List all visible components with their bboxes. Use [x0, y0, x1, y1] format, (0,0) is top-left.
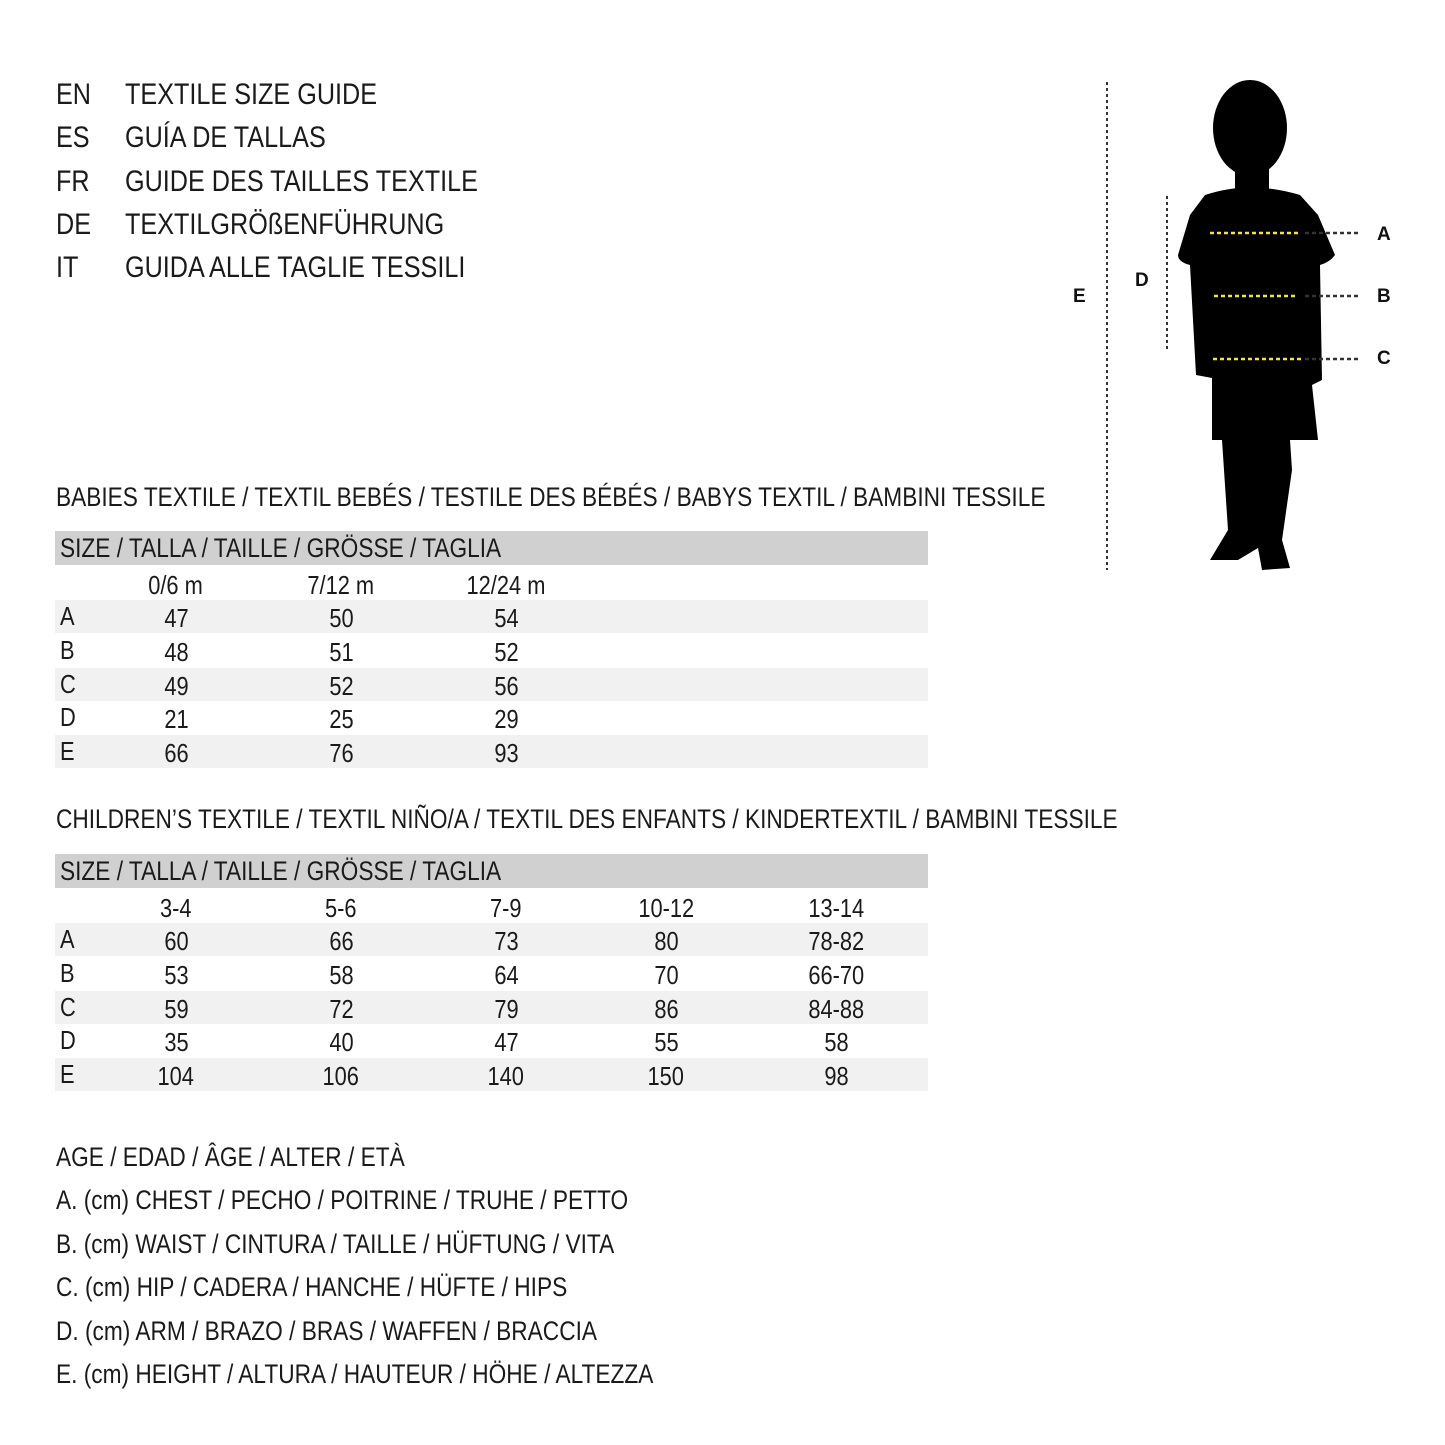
- table-cell: 29: [493, 704, 519, 735]
- legend-item: A. (cm) CHEST / PECHO / POITRINE / TRUHE…: [56, 1185, 629, 1216]
- column-header-row: 0/6 m 7/12 m 12/24 m: [55, 567, 928, 600]
- table-cell: 21: [163, 704, 189, 735]
- language-code: IT: [56, 251, 79, 285]
- table-cell: 140: [487, 1061, 525, 1092]
- table-row: E 66 76 93: [55, 735, 928, 769]
- table-cell: 64: [493, 959, 519, 990]
- row-label: E: [60, 736, 75, 767]
- column-header: 12/24 m: [466, 570, 546, 600]
- language-code: DE: [56, 207, 92, 241]
- column-header: 10-12: [638, 893, 694, 923]
- language-code: ES: [56, 121, 90, 155]
- table-cell: 56: [493, 670, 519, 701]
- table-cell: 51: [328, 636, 354, 667]
- table-cell: 54: [493, 603, 519, 633]
- table-cell: 48: [163, 636, 189, 667]
- table-cell: 25: [328, 704, 354, 735]
- child-measurement-figure: A B C D E: [1073, 80, 1391, 570]
- column-header: 7/12 m: [307, 570, 375, 600]
- row-label: B: [60, 957, 75, 988]
- table-cell: 40: [328, 1027, 354, 1058]
- guide-title: GUIDE DES TAILLES TEXTILE: [125, 164, 478, 198]
- legend-item: B. (cm) WAIST / CINTURA / TAILLE / HÜFTU…: [56, 1228, 615, 1259]
- table-cell: 55: [653, 1027, 679, 1058]
- row-label: C: [60, 991, 76, 1022]
- table-row: D 21 25 29: [55, 701, 928, 734]
- table-row: D 35 40 47 55 58: [55, 1024, 928, 1057]
- label-a: A: [1377, 224, 1391, 245]
- table-row: B 53 58 64 70 66-70: [55, 957, 928, 990]
- table-cell: 104: [157, 1061, 195, 1092]
- table-cell: 59: [163, 993, 189, 1024]
- children-title: CHILDREN’S TEXTILE / TEXTIL NIÑO/A / TEX…: [56, 804, 1118, 834]
- table-cell: 78-82: [808, 926, 864, 956]
- table-cell: 93: [493, 738, 519, 769]
- row-label: A: [60, 924, 75, 954]
- table-row: E 104 106 140 150 98: [55, 1058, 928, 1092]
- table-cell: 50: [328, 603, 354, 633]
- table-cell: 53: [163, 959, 189, 990]
- child-silhouette: [1178, 80, 1335, 570]
- column-header-row: 3-4 5-6 7-9 10-12 13-14: [55, 890, 928, 923]
- table-cell: 70: [653, 959, 679, 990]
- row-label: A: [60, 601, 75, 631]
- table-cell: 66: [328, 926, 354, 956]
- table-row: C 59 72 79 86 84-88: [55, 990, 928, 1024]
- row-label: D: [60, 702, 76, 733]
- table-cell: 86: [653, 993, 679, 1024]
- legend-item: E. (cm) HEIGHT / ALTURA / HAUTEUR / HÖHE…: [56, 1359, 654, 1389]
- table-row: A 60 66 73 80 78-82: [55, 923, 928, 956]
- table-cell: 98: [823, 1061, 849, 1092]
- table-cell: 80: [653, 926, 679, 956]
- label-c: C: [1377, 348, 1391, 369]
- guide-title: TEXTILE SIZE GUIDE: [125, 78, 378, 111]
- table-cell: 76: [328, 738, 354, 769]
- table-cell: 47: [163, 603, 189, 633]
- table-cell: 58: [823, 1027, 849, 1058]
- size-header-bar: SIZE / TALLA / TAILLE / GRÖSSE / TAGLIA: [55, 531, 928, 565]
- table-cell: 66: [163, 738, 189, 769]
- column-header: 13-14: [808, 893, 864, 923]
- table-cell: 58: [328, 959, 354, 990]
- label-d: D: [1135, 270, 1149, 291]
- column-header: 3-4: [160, 893, 192, 923]
- table-cell: 52: [493, 636, 519, 667]
- babies-title: BABIES TEXTILE / TEXTIL BEBÉS / TESTILE …: [56, 482, 1046, 512]
- table-cell: 72: [328, 993, 354, 1024]
- table-row: B 48 51 52: [55, 634, 928, 667]
- table-cell: 66-70: [808, 959, 864, 990]
- size-header-bar: SIZE / TALLA / TAILLE / GRÖSSE / TAGLIA: [55, 854, 928, 888]
- table-cell: 106: [322, 1061, 360, 1092]
- row-label: C: [60, 668, 76, 699]
- guide-title: TEXTILGRÖßENFÜHRUNG: [125, 207, 445, 241]
- language-code: EN: [56, 78, 92, 111]
- row-label: E: [60, 1059, 75, 1090]
- row-label: D: [60, 1025, 76, 1056]
- guide-title: GUIDA ALLE TAGLIE TESSILI: [125, 251, 466, 285]
- label-b: B: [1377, 286, 1391, 307]
- table-cell: 52: [328, 670, 354, 701]
- table-cell: 79: [493, 993, 519, 1024]
- table-cell: 150: [647, 1061, 685, 1092]
- column-header: 0/6 m: [148, 570, 204, 600]
- guide-title: GUÍA DE TALLAS: [125, 121, 326, 155]
- table-cell: 47: [493, 1027, 519, 1058]
- table-cell: 60: [163, 926, 189, 956]
- legend-item: D. (cm) ARM / BRAZO / BRAS / WAFFEN / BR…: [56, 1315, 597, 1346]
- column-header: 5-6: [325, 893, 357, 923]
- row-label: B: [60, 634, 75, 665]
- label-e: E: [1073, 286, 1086, 307]
- legend-item: AGE / EDAD / ÂGE / ALTER / ETÀ: [56, 1142, 405, 1172]
- table-row: C 49 52 56: [55, 667, 928, 701]
- table-cell: 73: [493, 926, 519, 956]
- table-cell: 84-88: [808, 993, 864, 1024]
- legend-item: C. (cm) HIP / CADERA / HANCHE / HÜFTE / …: [56, 1272, 568, 1303]
- table-cell: 35: [163, 1027, 189, 1058]
- column-header: 7-9: [490, 893, 522, 923]
- table-cell: 49: [163, 670, 189, 701]
- language-code: FR: [56, 164, 90, 198]
- table-row: A 47 50 54: [55, 600, 928, 633]
